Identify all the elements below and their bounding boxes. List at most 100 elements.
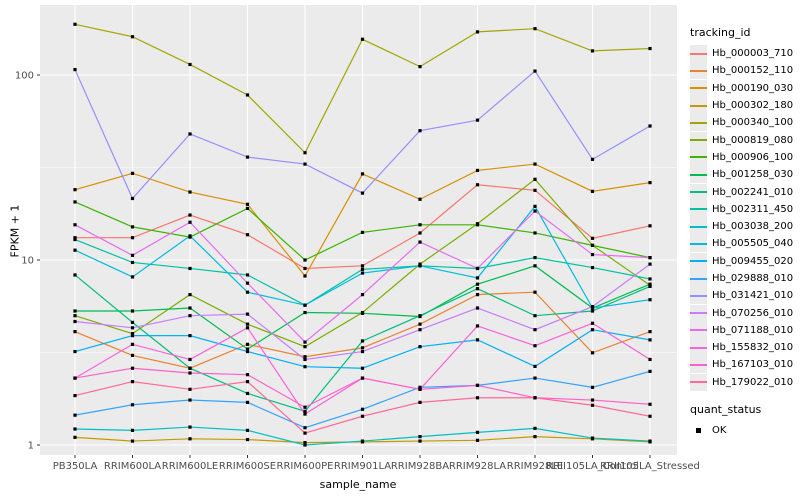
legend-item: Hb_071188_010 [690,321,794,339]
data-point-marker [188,62,192,67]
data-point-marker [188,293,192,297]
data-point-marker [73,314,77,318]
data-point-marker [475,30,480,34]
data-point-marker [360,346,365,350]
legend-item-label: Hb_070256_010 [712,307,794,319]
data-point-marker [73,22,77,26]
x-tick-label: RRIM600LA [104,461,161,472]
data-point-marker [360,311,365,315]
data-point-marker [130,334,135,338]
data-point-marker [130,380,135,384]
data-point-marker [130,236,135,240]
legend-item-label: Hb_179022_010 [712,376,794,388]
data-point-marker [475,282,480,286]
data-point-marker [475,183,480,187]
data-point-marker [73,393,77,398]
data-point-marker [130,439,135,443]
legend-title-tracking-id: tracking_id [690,26,751,39]
legend-item: Hb_000819_080 [690,131,794,149]
x-tick-label: RRIM600LE [162,461,218,472]
data-point-marker [590,328,595,332]
data-point-marker [648,414,652,418]
legend-key-line-swatch [690,270,707,287]
data-point-marker [73,67,77,72]
data-point-marker [533,209,537,213]
legend-item-label: Hb_167103_010 [712,359,794,371]
legend-key-line-swatch [690,321,707,339]
data-point-marker [475,293,480,297]
data-point-marker [475,266,480,271]
data-point-marker [533,376,537,380]
y-tick-label: 10 [21,256,34,267]
legend-key-line-swatch [690,235,707,253]
data-point-marker [418,65,422,69]
data-point-marker [245,206,250,211]
legend-item: Hb_155832_010 [690,339,793,357]
legend-key-line-swatch [690,97,707,115]
data-point-marker [188,334,192,338]
data-point-marker [360,339,365,343]
data-point-marker [303,412,307,416]
data-point-marker [590,309,595,313]
data-point-marker [533,264,537,268]
data-point-marker [418,385,422,389]
data-point-marker [533,435,537,439]
data-point-marker [475,396,480,400]
data-point-marker [418,240,422,244]
data-point-marker [418,231,422,235]
data-point-marker [130,171,135,175]
data-point-marker [188,132,192,136]
y-tick-label: 100 [15,71,34,82]
legend-item: Hb_009455_020 [690,252,793,270]
legend-item: Hb_005505_040 [690,235,793,253]
legend-item: Hb_000152_110 [690,62,793,80]
legend-item: Hb_179022_010 [690,373,794,391]
data-point-marker [245,347,250,351]
data-point-marker [360,439,365,443]
data-point-marker [648,330,652,334]
data-point-marker [648,369,652,373]
legend-key-line-swatch [690,148,707,166]
data-point-marker [188,387,192,391]
data-point-marker [73,413,77,417]
data-point-marker [360,230,365,234]
legend-item-label: Hb_071188_010 [712,324,794,336]
data-point-marker [303,266,307,271]
data-point-marker [245,437,250,442]
data-point-marker [360,267,365,271]
data-point-marker [360,191,365,195]
legend-key-line-swatch [690,62,707,80]
legend-item-label: Hb_000302_180 [712,100,794,112]
data-point-marker [303,274,307,278]
data-point-marker [648,124,652,128]
data-point-marker [188,371,192,375]
data-point-marker [188,220,192,224]
data-point-marker [188,314,192,318]
data-point-marker [245,342,250,346]
data-point-marker [245,322,250,326]
data-point-marker [648,402,652,406]
legend-item-label: Hb_000819_080 [712,134,794,146]
legend-item-label: Hb_031421_010 [712,290,794,302]
data-point-marker [303,310,307,315]
data-point-marker [590,304,595,309]
data-point-marker [360,271,365,275]
legend-item: Hb_029888_010 [690,270,793,287]
data-point-marker [303,357,307,362]
legend-item: Hb_167103_010 [690,356,794,374]
x-tick-label: PB350LA [53,461,98,472]
data-point-marker [360,366,365,370]
data-point-marker [245,290,250,294]
data-point-marker [245,400,250,404]
y-tick-label: 1 [28,441,34,452]
data-point-marker [648,284,652,288]
data-point-marker [360,349,365,354]
legend-item: Hb_002241_010 [690,183,793,201]
data-point-marker [360,414,365,418]
data-point-marker [188,190,192,194]
data-point-marker [303,443,307,447]
x-tick-label: RRIM928BA [391,461,449,472]
data-point-marker [648,224,652,228]
data-point-marker [73,376,77,380]
legend: tracking_id Hb_000003_710 Hb_000152_110 Hb… [690,26,793,439]
